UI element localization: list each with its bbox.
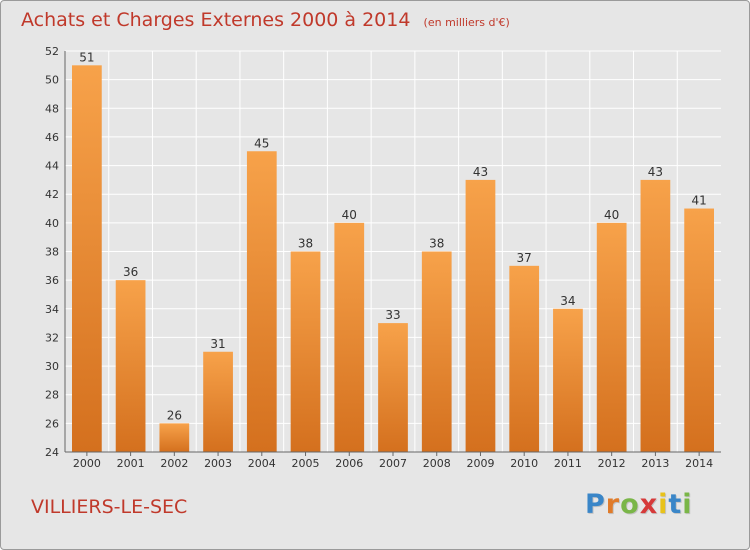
y-tick-label: 52 [45,45,59,58]
y-tick-label: 46 [45,131,59,144]
y-tick-label: 50 [45,74,59,87]
y-tick-label: 48 [45,102,59,115]
brand-letter: t [668,489,683,520]
brand-logo: Proxiti [585,489,693,520]
bar-value-label: 38 [429,237,444,251]
x-tick-label: 2004 [248,457,276,470]
bar [596,222,627,452]
brand-letter: o [620,489,640,520]
bar-value-label: 26 [167,408,182,422]
x-tick-label: 2007 [379,457,407,470]
y-tick-label: 34 [45,303,59,316]
bar [246,151,277,452]
x-tick-label: 2011 [554,457,582,470]
bar-value-label: 37 [517,251,532,265]
y-tick-label: 28 [45,389,59,402]
y-tick-label: 42 [45,188,59,201]
brand-letter: r [605,489,621,520]
x-tick-label: 2002 [160,457,188,470]
brand-letter: i [658,489,669,520]
bar-value-label: 34 [560,294,575,308]
chart-subtitle: (en milliers d'€) [423,16,510,29]
bar-value-label: 51 [79,50,94,64]
x-tick-label: 2014 [685,457,713,470]
bar-value-label: 36 [123,265,138,279]
bar [553,308,583,452]
y-tick-label: 36 [45,274,59,287]
y-tick-label: 24 [45,446,59,459]
bar [71,65,102,453]
bar [509,265,540,452]
y-tick-label: 26 [45,417,59,430]
x-tick-label: 2001 [117,457,145,470]
brand-letter: x [639,489,659,520]
bar-value-label: 43 [648,165,663,179]
bars: 51 36 26 31 45 38 40 33 38 43 37 34 40 43 41 [71,50,715,453]
x-tick-label: 2009 [466,457,494,470]
bar [684,208,715,452]
bar [334,222,365,452]
bar-value-label: 43 [473,165,488,179]
chart-title: Achats et Charges Externes 2000 à 2014 [21,9,411,31]
y-tick-label: 38 [45,246,59,259]
bar-value-label: 40 [604,208,619,222]
bar [203,351,233,452]
brand-letter: P [585,489,606,520]
bar-value-label: 40 [342,208,357,222]
x-tick-label: 2012 [598,457,626,470]
bar-value-label: 38 [298,237,313,251]
y-tick-label: 44 [45,160,59,173]
axes: 24 26 28 30 32 34 36 38 40 42 44 46 48 50 52 2000 2001 20… [45,45,721,470]
bar [640,179,671,452]
bar-value-label: 33 [385,308,400,322]
bar [290,251,321,452]
bar [115,280,146,452]
y-tick-label: 40 [45,217,59,230]
title-row: Achats et Charges Externes 2000 à 2014 (… [21,9,510,31]
bar-value-label: 31 [210,337,225,351]
bar [421,251,452,452]
x-tick-label: 2005 [292,457,320,470]
x-tick-label: 2010 [510,457,538,470]
y-tick-label: 30 [45,360,59,373]
brand-letter: i [682,489,693,520]
bar [159,423,190,452]
bar [378,323,408,452]
bar [465,179,496,452]
commune-name: VILLIERS-LE-SEC [31,496,188,518]
y-tick-label: 32 [45,331,59,344]
x-tick-label: 2003 [204,457,232,470]
x-tick-label: 2000 [73,457,101,470]
bar-value-label: 45 [254,136,269,150]
x-tick-label: 2013 [641,457,669,470]
x-tick-label: 2006 [335,457,363,470]
x-tick-label: 2008 [423,457,451,470]
bar-value-label: 41 [691,194,706,208]
